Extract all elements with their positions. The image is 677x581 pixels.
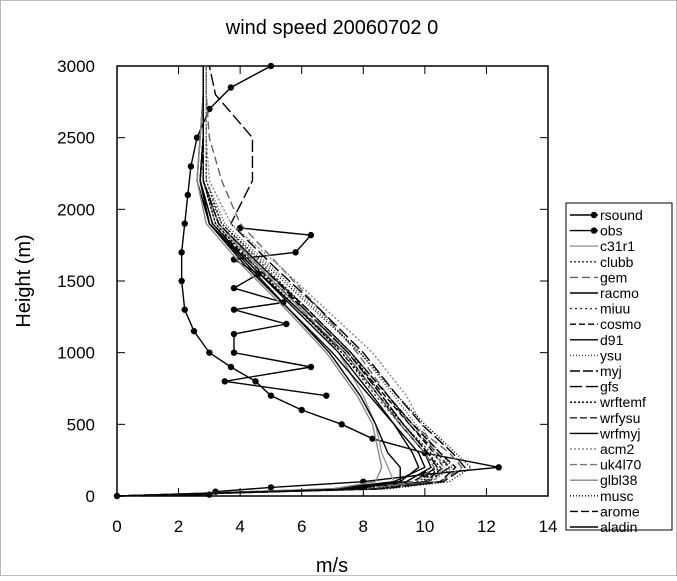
- legend-label: gem: [600, 269, 627, 285]
- legend-label: myj: [600, 363, 622, 379]
- x-tick-label: 6: [297, 517, 306, 536]
- marker: [181, 306, 188, 313]
- profile-line: [116, 66, 383, 497]
- profile-line: [116, 66, 439, 497]
- marker: [230, 330, 238, 338]
- x-tick-label: 8: [359, 517, 368, 536]
- x-tick-label: 10: [415, 517, 434, 536]
- legend-label: arome: [600, 503, 640, 519]
- y-tick-label: 2500: [57, 129, 95, 148]
- profile-line: [116, 66, 451, 497]
- marker: [187, 163, 195, 170]
- legend-label: aladin: [600, 519, 637, 535]
- y-tick-label: 0: [86, 487, 95, 506]
- legend-box: [565, 202, 673, 531]
- legend-marker: [590, 211, 598, 219]
- marker: [230, 349, 238, 356]
- profile-line: [116, 66, 457, 497]
- profile-line: [116, 66, 463, 497]
- profile-line: [116, 66, 454, 497]
- marker: [307, 231, 315, 239]
- marker: [227, 363, 235, 371]
- marker: [178, 277, 185, 285]
- x-tick-label: 0: [112, 517, 121, 536]
- marker: [298, 406, 305, 414]
- x-axis-label: m/s: [316, 555, 348, 576]
- marker: [267, 392, 275, 399]
- legend-label: clubb: [600, 254, 634, 270]
- y-tick-label: 1500: [57, 272, 95, 291]
- marker: [267, 62, 275, 70]
- marker: [178, 249, 185, 256]
- marker: [283, 320, 290, 328]
- marker: [227, 84, 235, 91]
- x-tick-label: 14: [539, 517, 558, 536]
- marker: [230, 284, 238, 292]
- marker: [221, 378, 228, 385]
- marker: [495, 464, 502, 471]
- y-axis-label: Height (m): [13, 234, 35, 327]
- profile-line: [116, 66, 401, 497]
- marker: [307, 363, 315, 371]
- x-tick-label: 12: [477, 517, 496, 536]
- y-tick-label: 1000: [57, 344, 95, 363]
- marker: [338, 421, 345, 428]
- marker: [206, 349, 213, 356]
- legend-label: obs: [600, 223, 623, 239]
- legend-label: miuu: [600, 301, 630, 317]
- marker: [323, 392, 330, 399]
- legend-label: rsound: [600, 207, 643, 223]
- marker: [193, 134, 201, 141]
- legend-label: glbl38: [600, 472, 638, 488]
- profile-line: [116, 65, 466, 497]
- profile-line: [224, 227, 327, 397]
- profile-line: [116, 65, 499, 497]
- legend-label: gfs: [600, 379, 619, 395]
- marker: [292, 249, 299, 256]
- x-tick-label: 2: [174, 517, 183, 536]
- legend-label: c31r1: [600, 238, 635, 254]
- marker: [190, 327, 198, 335]
- marker: [369, 435, 376, 442]
- legend-label: wrfmyj: [599, 425, 640, 441]
- marker: [252, 378, 259, 385]
- marker: [230, 306, 238, 313]
- legend-label: ysu: [600, 347, 622, 363]
- legend-label: wrftemf: [599, 394, 646, 410]
- y-tick-label: 3000: [57, 57, 95, 76]
- y-tick-label: 500: [67, 415, 95, 434]
- legend-label: musc: [600, 488, 633, 504]
- marker: [184, 191, 192, 199]
- x-tick-label: 4: [235, 517, 244, 536]
- y-tick-label: 2000: [57, 200, 95, 219]
- marker: [181, 220, 188, 227]
- marker: [267, 484, 275, 491]
- legend-marker: [590, 227, 598, 234]
- legend-label: uk4l70: [600, 457, 641, 473]
- legend-label: racmo: [600, 285, 639, 301]
- legend-label: d91: [600, 332, 624, 348]
- legend-label: acm2: [600, 441, 634, 457]
- legend-label: wrfysu: [599, 410, 640, 426]
- chart-title: wind speed 20060702 0: [225, 17, 438, 39]
- legend-label: cosmo: [600, 316, 641, 332]
